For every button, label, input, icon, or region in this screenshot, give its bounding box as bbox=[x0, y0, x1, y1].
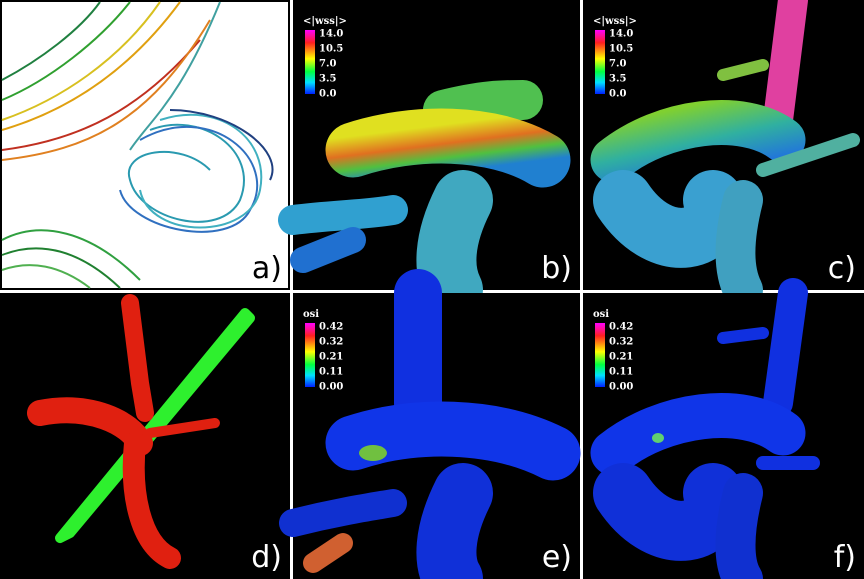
colorbar-tick-label: 0.42 bbox=[319, 322, 343, 333]
colorbar-tick-label: 0.21 bbox=[609, 352, 633, 363]
colorbar-title: <|wss|> bbox=[303, 16, 347, 27]
panel-c: c) <|wss|> 14.0 10.5 7.0 3.5 0.0 bbox=[583, 0, 864, 290]
colorbar-tick-label: 3.5 bbox=[609, 74, 626, 85]
colorbar-tick-label: 0.21 bbox=[319, 352, 343, 363]
panel-label: e) bbox=[542, 540, 572, 575]
panel-label: d) bbox=[251, 540, 282, 575]
colorbar-tick-label: 7.0 bbox=[319, 59, 336, 70]
colorbar-tick-label: 10.5 bbox=[609, 44, 633, 55]
colorbar-tick-label: 14.0 bbox=[609, 29, 633, 40]
panel-label: a) bbox=[252, 251, 282, 286]
colorbar-tick-label: 0.11 bbox=[319, 367, 343, 378]
colorbar-tick-label: 0.0 bbox=[319, 89, 336, 100]
panel-b: b) <|wss|> 14.0 10.5 7.0 3.5 0.0 bbox=[293, 0, 580, 290]
colorbar-title: osi bbox=[593, 309, 609, 320]
colorbar bbox=[595, 323, 605, 387]
panel-label: c) bbox=[828, 251, 856, 286]
colorbar-tick-label: 0.42 bbox=[609, 322, 633, 333]
colorbar-tick-label: 0.32 bbox=[609, 337, 633, 348]
colorbar bbox=[305, 30, 315, 94]
colorbar-tick-label: 0.0 bbox=[609, 89, 626, 100]
colorbar-title: osi bbox=[303, 309, 319, 320]
panel-d: d) bbox=[0, 293, 290, 579]
colorbar bbox=[305, 323, 315, 387]
colorbar-tick-label: 0.11 bbox=[609, 367, 633, 378]
figure: a) b) <|wss|> 14.0 10.5 7.0 3.5 0.0 c) <|wss|> 1… bbox=[0, 0, 864, 579]
colorbar bbox=[595, 30, 605, 94]
colorbar-tick-label: 0.32 bbox=[319, 337, 343, 348]
panel-label: f) bbox=[834, 540, 856, 575]
panel-label: b) bbox=[541, 251, 572, 286]
colorbar-tick-label: 0.00 bbox=[319, 382, 343, 393]
colorbar-tick-label: 7.0 bbox=[609, 59, 626, 70]
colorbar-tick-label: 0.00 bbox=[609, 382, 633, 393]
colorbar-tick-label: 3.5 bbox=[319, 74, 336, 85]
colorbar-title: <|wss|> bbox=[593, 16, 637, 27]
panel-a: a) bbox=[1, 1, 289, 289]
colorbar-tick-label: 10.5 bbox=[319, 44, 343, 55]
colorbar-tick-label: 14.0 bbox=[319, 29, 343, 40]
